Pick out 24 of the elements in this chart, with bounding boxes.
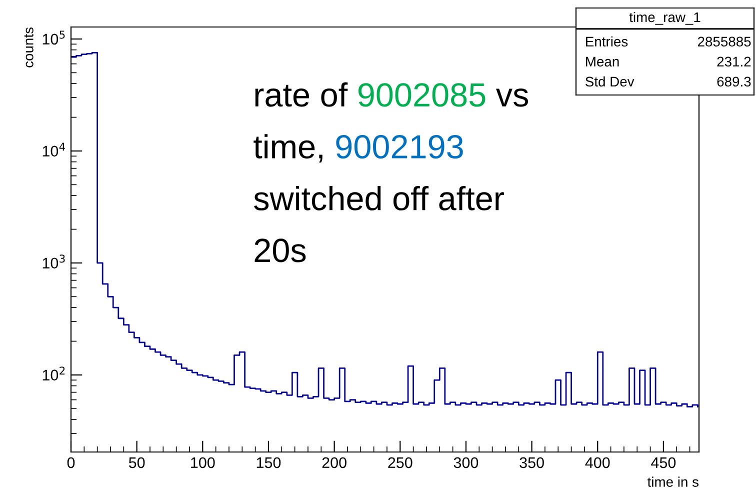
y-tick-label: 10$^{5}$ bbox=[42, 30, 65, 45]
x-tick-label: 50 bbox=[128, 457, 145, 468]
y-tick-label: 10$^{2}$ bbox=[42, 366, 65, 380]
x-tick-label: 100 bbox=[191, 457, 215, 468]
annotation: rate of 9002085 vs bbox=[255, 82, 528, 107]
annotation: switched off after bbox=[254, 186, 504, 210]
text: Mean 231.2 bbox=[586, 56, 751, 67]
x-tick-label: 150 bbox=[256, 457, 281, 468]
x-tick-label: 300 bbox=[454, 457, 478, 468]
annotation: time, 9002193 bbox=[254, 134, 463, 163]
x-tick-label: 250 bbox=[388, 457, 412, 468]
y-tick-label: 10$^{4}$ bbox=[42, 142, 66, 157]
x-axis-title: time in s bbox=[648, 476, 698, 487]
x-tick-label: 350 bbox=[520, 457, 544, 468]
x-tick-label: 400 bbox=[585, 457, 610, 468]
text: Entries 2855885 bbox=[586, 36, 751, 47]
y-tick-label: 10$^{3}$ bbox=[42, 254, 65, 269]
x-tick-label: 0 bbox=[67, 457, 75, 468]
x-tick-label: 450 bbox=[651, 457, 676, 468]
text: time_raw_1 bbox=[629, 12, 700, 25]
y-axis-title: counts bbox=[24, 28, 34, 68]
text: Std Dev 689.3 bbox=[586, 76, 751, 87]
x-tick-label: 200 bbox=[322, 457, 346, 468]
annotation: 20s bbox=[254, 238, 306, 262]
